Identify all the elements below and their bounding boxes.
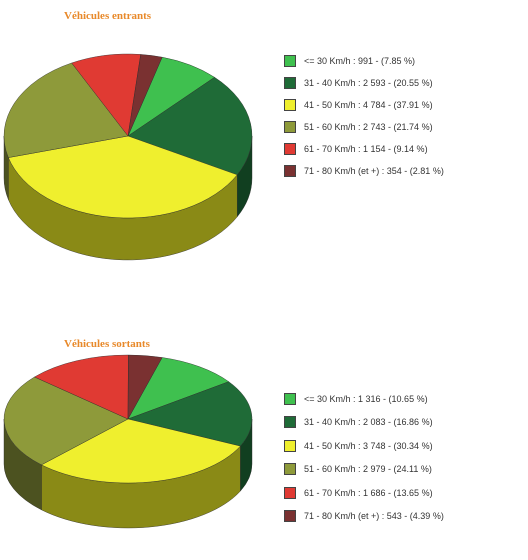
legend-item: 61 - 70 Km/h : 1 154 - (9.14 %): [284, 138, 444, 160]
pie-slice: [127, 354, 163, 420]
legend-label: 61 - 70 Km/h : 1 686 - (13.65 %): [304, 487, 433, 498]
legend-swatch: [284, 392, 296, 405]
legend-item: 41 - 50 Km/h : 4 784 - (37.91 %): [284, 94, 444, 116]
legend-swatch: [284, 510, 296, 523]
pie-slice: [41, 418, 241, 484]
chart-sortants: Véhicules sortants <= 30 Km/h : 1 316 - …: [0, 330, 528, 560]
pie-slice: [127, 54, 163, 137]
legend-label: 61 - 70 Km/h : 1 154 - (9.14 %): [304, 144, 428, 154]
legend-swatch: [284, 77, 296, 89]
legend-label: 51 - 60 Km/h : 2 743 - (21.74 %): [304, 122, 433, 132]
legend: <= 30 Km/h : 991 - (7.85 %) 31 - 40 Km/h …: [284, 50, 444, 182]
legend-label: <= 30 Km/h : 1 316 - (10.65 %): [304, 393, 428, 404]
pie-slice: [127, 77, 253, 176]
pie-slice: [34, 354, 129, 420]
legend-item: 71 - 80 Km/h (et +) : 543 - (4.39 %): [284, 505, 444, 529]
legend-label: 51 - 60 Km/h : 2 979 - (24.11 %): [304, 464, 432, 475]
legend-item: 51 - 60 Km/h : 2 743 - (21.74 %): [284, 116, 444, 138]
legend-label: 31 - 40 Km/h : 2 593 - (20.55 %): [304, 78, 433, 88]
pie-slice: [127, 381, 253, 447]
legend-swatch: [284, 416, 296, 429]
pie-slice: [3, 62, 129, 158]
legend-label: <= 30 Km/h : 991 - (7.85 %): [304, 56, 416, 66]
legend-swatch: [284, 99, 296, 111]
legend-item: 41 - 50 Km/h : 3 748 - (30.34 %): [284, 434, 444, 458]
legend-item: 31 - 40 Km/h : 2 593 - (20.55 %): [284, 72, 444, 94]
legend-swatch: [284, 486, 296, 499]
legend-swatch: [284, 143, 296, 155]
legend-item: 61 - 70 Km/h : 1 686 - (13.65 %): [284, 481, 444, 505]
legend: <= 30 Km/h : 1 316 - (10.65 %) 31 - 40 Km…: [284, 387, 444, 528]
legend-swatch: [284, 439, 296, 452]
pie-chart: [3, 53, 253, 261]
legend-label: 41 - 50 Km/h : 3 748 - (30.34 %): [304, 440, 433, 451]
legend-item: <= 30 Km/h : 991 - (7.85 %): [284, 50, 444, 72]
chart-title: Véhicules sortants: [64, 338, 150, 350]
legend-item: 71 - 80 Km/h (et +) : 354 - (2.81 %): [284, 160, 444, 182]
legend-swatch: [284, 121, 296, 133]
chart-entrants: Véhicules entrants <= 30 Km/h : 991 - (7…: [3, 10, 444, 261]
chart-title: Véhicules entrants: [64, 10, 152, 22]
legend-item: 51 - 60 Km/h : 2 979 - (24.11 %): [284, 458, 444, 482]
legend-swatch: [284, 55, 296, 67]
pie-chart: [3, 354, 253, 529]
pie-slice: [3, 376, 129, 466]
legend-label: 71 - 80 Km/h (et +) : 354 - (2.81 %): [304, 166, 444, 176]
legend-swatch: [284, 165, 296, 177]
legend-label: 41 - 50 Km/h : 4 784 - (37.91 %): [304, 100, 433, 110]
legend-label: 71 - 80 Km/h (et +) : 543 - (4.39 %): [304, 511, 444, 522]
legend-swatch: [284, 463, 296, 476]
pie-slice: [127, 357, 230, 420]
legend-item: <= 30 Km/h : 1 316 - (10.65 %): [284, 387, 444, 411]
legend-item: 31 - 40 Km/h : 2 083 - (16.86 %): [284, 411, 444, 435]
legend-label: 31 - 40 Km/h : 2 083 - (16.86 %): [304, 417, 433, 428]
pie-slice: [8, 135, 238, 219]
